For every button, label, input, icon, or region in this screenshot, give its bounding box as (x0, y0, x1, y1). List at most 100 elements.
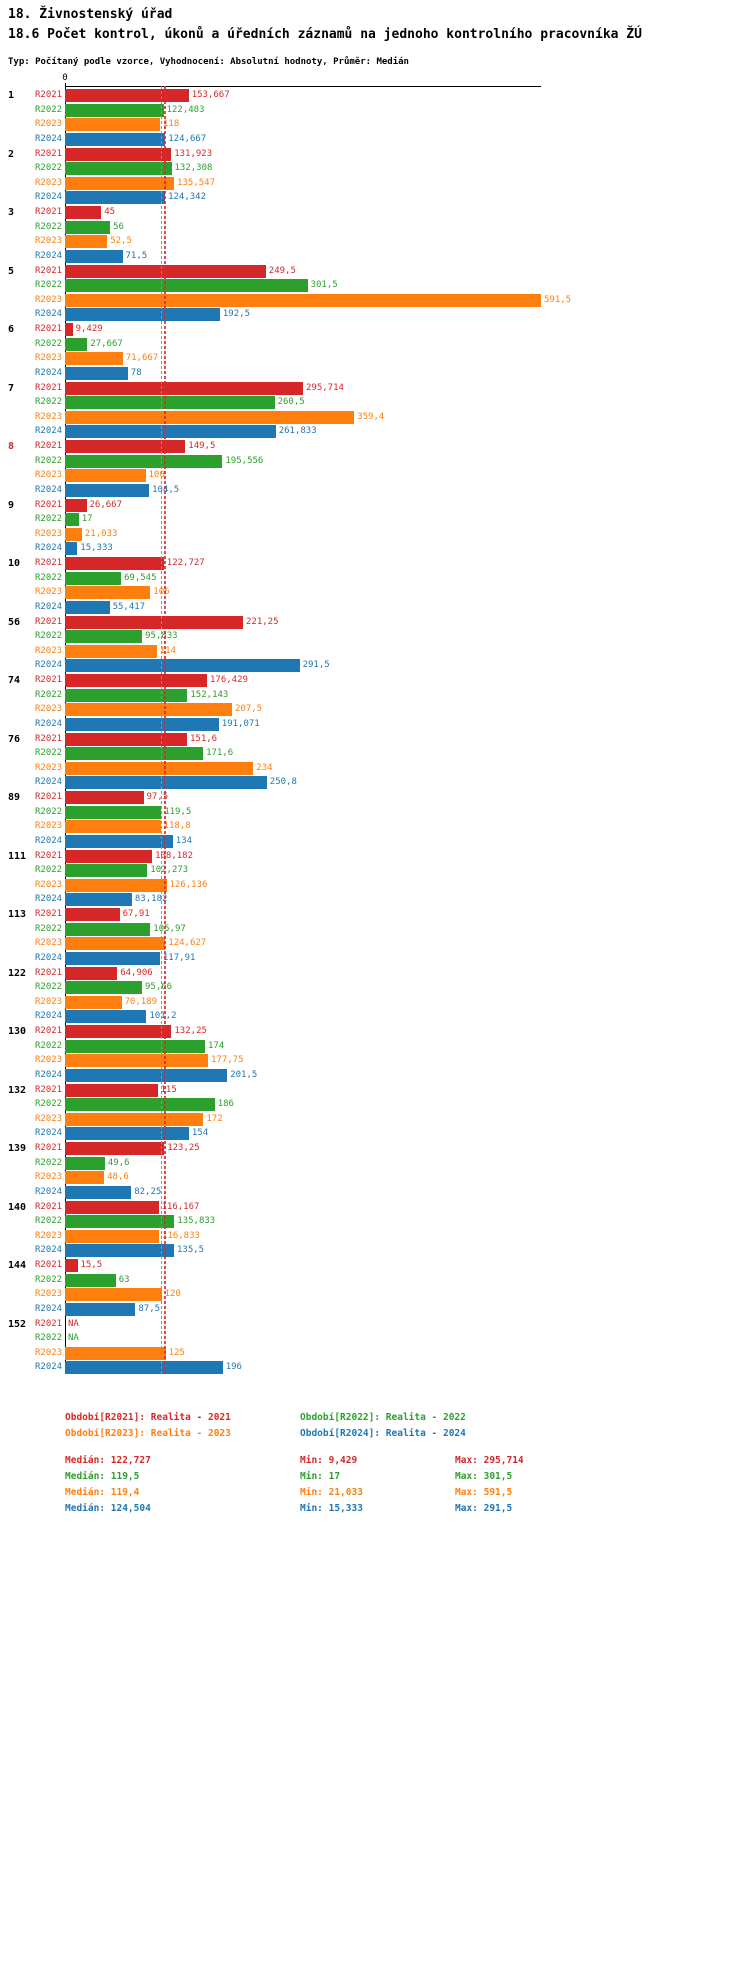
series-label: R2022 (35, 748, 63, 758)
group-label: 139 (8, 1143, 27, 1154)
group-label: 132 (8, 1084, 27, 1096)
bar-area: 117,91 (65, 951, 750, 965)
bar-area: 250,8 (65, 776, 750, 789)
bar-row: R2024 250,8 (0, 776, 750, 789)
value-label: 119,5 (164, 806, 192, 817)
bar-area: 122,727 (65, 557, 750, 570)
value-label: 132,25 (174, 1026, 207, 1036)
bar-area: 104,5 (65, 483, 750, 497)
series-label: R2021 (35, 148, 63, 159)
bar-row: R2024 104,5 (0, 483, 750, 497)
group-label: 144 (8, 1260, 27, 1271)
value-label: 102,273 (150, 865, 189, 875)
bar-r2021 (65, 674, 207, 687)
bar-group-3: 3 R2021 45 R2022 56 R2023 52,5 R2024 71,5 (0, 206, 750, 263)
group-label (0, 893, 35, 906)
bar-area: 116,833 (65, 1229, 750, 1243)
bar-r2023 (65, 118, 160, 131)
bar-row: R2022 186 (0, 1098, 750, 1111)
series-label: R2021 (35, 1026, 63, 1036)
group-label (0, 762, 35, 775)
series-label: R2024 (35, 952, 63, 963)
bar-r2021 (65, 732, 187, 746)
bar-r2023 (65, 1346, 166, 1360)
group-label: 56 (8, 616, 21, 628)
series-label: R2024 (35, 367, 63, 378)
group-label (0, 996, 35, 1009)
series-label: R2023 (35, 587, 63, 597)
bar-r2022 (65, 805, 162, 819)
bar-r2023 (65, 820, 161, 833)
value-label: 78 (130, 367, 142, 378)
group-label (0, 879, 35, 892)
value-label: 201,5 (230, 1069, 258, 1080)
series-label: R2022 (35, 689, 63, 700)
bar-group-140: 140 R2021 116,167 R2022 135,833 R2023 116,833 R… (0, 1200, 750, 1257)
series-label: R2021 (35, 441, 63, 451)
bar-r2021 (65, 1025, 172, 1038)
bar-area: 105,97 (65, 922, 750, 936)
bar-r2024 (65, 951, 160, 965)
bar-area: 249,5 (65, 264, 750, 278)
bar-row: R2022 122,483 (0, 103, 750, 117)
bar-group-5: 5 R2021 249,5 R2022 301,5 R2023 591,5 R2024 192,… (0, 264, 750, 321)
series-label: R2022 (35, 631, 63, 641)
group-label (0, 981, 35, 994)
series-label: R2024 (35, 835, 63, 846)
bar-r2022 (65, 513, 79, 526)
bar-r2021 (65, 966, 118, 980)
series-label: R2023 (35, 1055, 63, 1065)
value-label: 117,91 (162, 952, 196, 963)
median-line-r2021 (163, 86, 165, 1374)
group-label (0, 1113, 35, 1126)
series-label: R2021 (35, 967, 63, 978)
group-label (0, 645, 35, 658)
bar-row: R2023 100 (0, 469, 750, 482)
value-label: 122,483 (166, 104, 205, 115)
value-label: 153,667 (191, 90, 230, 100)
group-label (0, 1303, 35, 1316)
bar-row: R2023 114 (0, 644, 750, 658)
bar-r2024 (65, 717, 219, 731)
group-label (0, 469, 35, 482)
x-axis-line (65, 86, 541, 87)
legend-item-r2022: Období[R2022]: Realita - 2022 (300, 1412, 466, 1423)
group-label (0, 1171, 35, 1184)
bar-group-1: 1 R2021 153,667 R2022 122,483 R2023 118 R2024 12… (0, 89, 750, 146)
median-line-r2024 (165, 86, 167, 1374)
group-label (0, 1186, 35, 1199)
bar-area: 106 (65, 586, 750, 599)
group-label (0, 352, 35, 365)
bar-area: 15,5 (65, 1259, 750, 1272)
bar-r2023 (65, 586, 151, 599)
series-label: R2024 (35, 660, 63, 670)
bar-r2024 (65, 483, 150, 497)
value-label: 154 (191, 1128, 209, 1138)
bar-r2022 (65, 220, 111, 234)
bar-row: 139 R2021 123,25 (0, 1142, 750, 1155)
group-label (0, 1040, 35, 1053)
bar-area: 52,5 (65, 235, 750, 248)
group-label (0, 279, 35, 292)
bar-row: 130 R2021 132,25 (0, 1025, 750, 1038)
bar-row: R2023 177,75 (0, 1054, 750, 1067)
value-label: 124,627 (168, 938, 207, 948)
bar-row: R2022 174 (0, 1039, 750, 1053)
value-label: 15,333 (80, 543, 113, 553)
bar-group-10: 10 R2021 122,727 R2022 69,545 R2023 106 R2024 55… (0, 557, 750, 614)
bar-row: R2022 195,556 (0, 454, 750, 468)
bar-r2023 (65, 995, 122, 1009)
bar-area: 135,547 (65, 176, 750, 190)
value-label: 151,6 (190, 733, 218, 744)
bar-area: 83,182 (65, 893, 750, 906)
series-label: R2023 (35, 353, 63, 363)
series-label: R2022 (35, 572, 63, 583)
bar-row: R2022 NA (0, 1332, 750, 1345)
group-label (0, 191, 35, 204)
value-label: 52,5 (110, 236, 132, 246)
bar-chart: 0 1 R2021 153,667 R2022 122,483 R2023 118 R2024… (0, 73, 750, 1514)
bar-area: 124,342 (65, 191, 750, 204)
group-label: 130 (8, 1026, 27, 1037)
series-label: R2021 (35, 207, 63, 217)
bar-area: 207,5 (65, 703, 750, 716)
